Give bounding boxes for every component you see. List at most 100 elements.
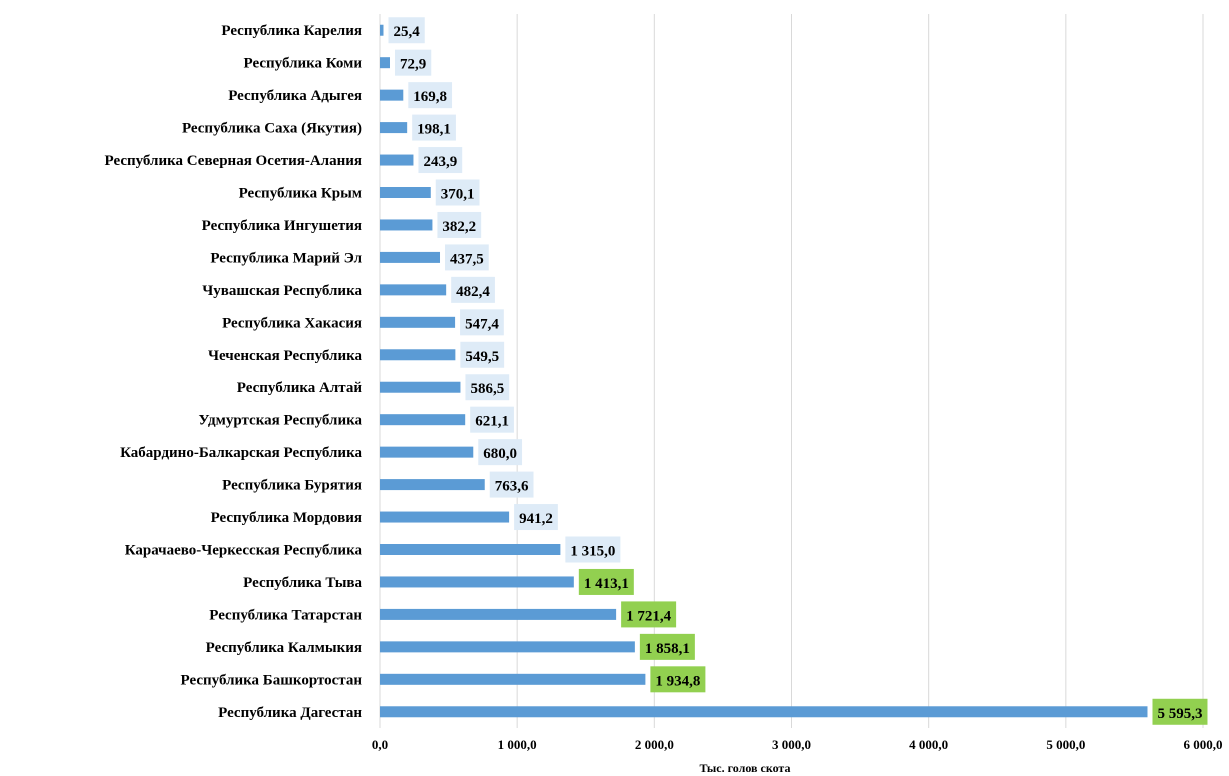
- data-label: 437,5: [450, 251, 484, 267]
- category-label: Республика Адыгея: [228, 88, 362, 104]
- category-label: Республика Коми: [244, 56, 363, 72]
- bar: [380, 479, 485, 491]
- bar: [380, 349, 456, 361]
- data-label: 1 413,1: [584, 576, 629, 592]
- bar: [380, 316, 456, 328]
- bar: [380, 706, 1148, 718]
- data-label: 549,5: [465, 349, 499, 365]
- data-label: 1 934,8: [655, 673, 700, 689]
- category-label: Чеченская Республика: [208, 348, 362, 364]
- category-label: Чувашская Республика: [202, 283, 362, 299]
- bar: [380, 24, 384, 36]
- bar: [380, 89, 404, 101]
- data-label-background: [408, 82, 453, 109]
- category-label: Республика Саха (Якутия): [182, 121, 362, 137]
- bar: [380, 219, 433, 231]
- data-label: 621,1: [475, 414, 509, 430]
- data-label-background: [639, 633, 695, 660]
- category-label: Республика Тыва: [243, 575, 362, 591]
- data-label: 72,9: [400, 57, 426, 73]
- data-label: 941,2: [519, 511, 553, 527]
- x-tick-label: 1 000,0: [498, 737, 537, 752]
- bar: [380, 673, 646, 685]
- bar: [380, 414, 466, 426]
- category-label: Республика Калмыкия: [206, 640, 362, 656]
- category-label: Республика Крым: [239, 186, 362, 202]
- category-labels: Республика Карелия Республика Коми Республ…: [105, 23, 363, 721]
- x-tick-label: 4 000,0: [909, 737, 948, 752]
- data-label-background: [514, 504, 558, 531]
- x-tick-labels: 0,0 1 000,0 2 000,0 3 000,0 4 000,0 5 000,0 6 …: [372, 737, 1223, 752]
- data-label-background: [437, 211, 482, 238]
- category-label: Республика Марий Эл: [210, 250, 362, 266]
- data-label-background: [451, 276, 495, 303]
- data-label-background: [435, 179, 480, 206]
- bar: [380, 544, 561, 555]
- category-label: Карачаево-Черкесская Республика: [125, 543, 363, 559]
- category-label: Республика Карелия: [221, 23, 362, 39]
- data-label: 547,4: [465, 316, 499, 332]
- data-label-background: [1152, 698, 1208, 725]
- data-label: 482,4: [456, 284, 490, 300]
- category-label: Республика Башкортостан: [181, 672, 363, 688]
- x-tick-label: 6 000,0: [1184, 737, 1223, 752]
- bar: [380, 446, 474, 458]
- bar: [380, 641, 635, 653]
- data-label: 586,5: [470, 381, 504, 397]
- data-label-background: [478, 439, 523, 466]
- bar: [380, 154, 414, 166]
- x-tick-label: 2 000,0: [635, 737, 674, 752]
- bar: [380, 122, 408, 134]
- data-label-background: [578, 568, 634, 595]
- data-label-background: [460, 309, 504, 336]
- category-label: Удмуртская Республика: [198, 413, 362, 429]
- x-tick-label: 5 000,0: [1046, 737, 1085, 752]
- data-label: 198,1: [417, 122, 451, 138]
- bar: [380, 284, 447, 296]
- category-label: Кабардино-Балкарская Республика: [120, 445, 362, 461]
- x-tick-label: 0,0: [372, 737, 388, 752]
- data-label-background: [394, 49, 432, 76]
- data-label-background: [621, 601, 677, 628]
- data-label: 243,9: [423, 154, 457, 170]
- data-label: 680,0: [483, 446, 517, 462]
- data-label: 1 858,1: [645, 641, 690, 657]
- x-axis-title: Тыс. голов скота: [700, 761, 791, 775]
- category-label: Республика Хакасия: [222, 315, 362, 331]
- category-label: Республика Татарстан: [209, 607, 362, 623]
- data-label: 5 595,3: [1157, 706, 1202, 722]
- data-label-background: [489, 471, 534, 498]
- data-label: 382,2: [442, 219, 476, 235]
- data-label-background: [650, 666, 706, 693]
- category-label: Республика Дагестан: [218, 705, 362, 721]
- data-label-background: [418, 147, 463, 174]
- bars: [380, 24, 1148, 718]
- data-label-background: [465, 374, 510, 401]
- bar: [380, 57, 390, 69]
- data-label: 169,8: [413, 89, 447, 105]
- category-label: Республика Мордовия: [211, 510, 362, 526]
- category-label: Республика Ингушетия: [202, 218, 362, 234]
- data-label: 1 315,0: [570, 544, 615, 560]
- data-label: 763,6: [495, 479, 529, 495]
- category-label: Республика Северная Осетия-Алания: [105, 153, 362, 169]
- category-label: Республика Алтай: [237, 380, 363, 396]
- data-label: 1 721,4: [626, 608, 672, 624]
- data-labels: 25,4 72,9 169,8 198,1 243,9 370,1 382,2 437,5 48…: [388, 17, 1208, 725]
- x-tick-label: 3 000,0: [772, 737, 811, 752]
- category-label: Республика Бурятия: [222, 478, 362, 494]
- gridlines: [379, 14, 1204, 728]
- data-label-background: [445, 244, 489, 271]
- data-label-background: [412, 114, 456, 141]
- bar: [380, 187, 431, 198]
- data-label: 370,1: [441, 187, 475, 203]
- data-label-background: [460, 341, 505, 368]
- data-label: 25,4: [393, 24, 420, 40]
- data-label-background: [565, 536, 621, 563]
- bar: [380, 608, 617, 620]
- bar: [380, 576, 574, 588]
- bar: [380, 511, 510, 523]
- data-label-background: [388, 17, 425, 44]
- bar: [380, 251, 441, 263]
